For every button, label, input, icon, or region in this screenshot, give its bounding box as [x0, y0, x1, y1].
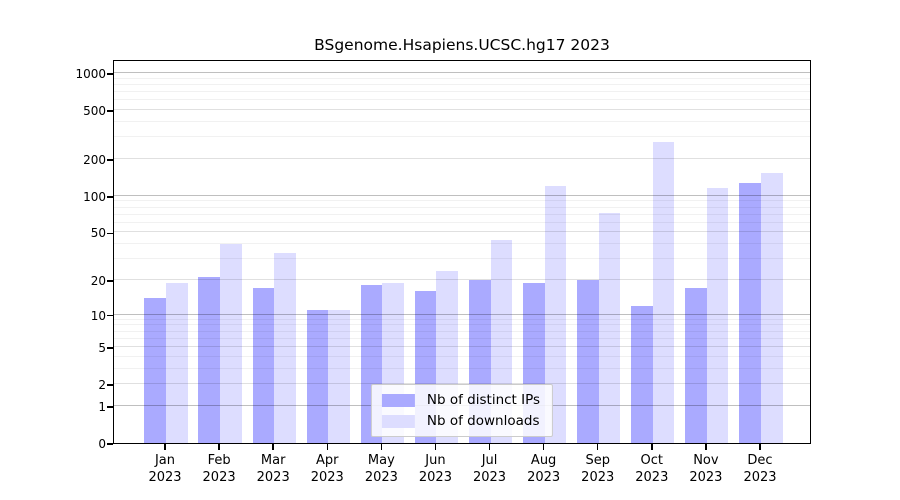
gridline-10 [114, 313, 810, 315]
x-tick-oct [651, 444, 653, 450]
y-tick-10 [107, 314, 113, 317]
gridline-8 [114, 324, 810, 326]
legend-swatch-downloads [381, 414, 415, 428]
gridline-70 [114, 213, 810, 215]
x-tick-may [380, 444, 383, 450]
gridline-40 [114, 243, 810, 245]
x-tick-label-jan: Jan 2023 [148, 453, 182, 485]
legend-label-distinct-ips: Nb of distinct IPs [426, 392, 541, 408]
y-tick-5 [107, 347, 113, 349]
bar-distinct-ips-mar [252, 288, 275, 443]
gridline-900 [114, 77, 810, 79]
bar-distinct-ips-nov [685, 288, 707, 443]
bar-downloads-apr [328, 309, 350, 443]
x-tick-jan [164, 444, 166, 450]
gridline-300 [114, 136, 810, 138]
x-tick-label-feb: Feb 2023 [202, 453, 236, 485]
chart-title: BSgenome.Hsapiens.UCSC.hg17 2023 [314, 36, 610, 54]
x-tick-apr [326, 444, 328, 450]
legend-entry-distinct-ips: Nb of distinct IPs [381, 392, 541, 408]
legend-entry-downloads: Nb of downloads [381, 413, 540, 429]
bar-distinct-ips-oct [631, 305, 653, 443]
x-tick-nov [705, 444, 707, 450]
gridline-80 [114, 206, 810, 208]
x-tick-sep [597, 444, 599, 450]
gridline-500 [114, 109, 810, 111]
gridline-4 [114, 355, 810, 357]
bar-distinct-ips-feb [198, 277, 221, 443]
gridline-200 [114, 158, 810, 160]
x-tick-label-apr: Apr 2023 [310, 453, 344, 485]
gridline-800 [114, 83, 810, 85]
gridline-50 [114, 231, 810, 233]
x-tick-label-dec: Dec 2023 [743, 453, 777, 485]
bar-distinct-ips-jan [144, 297, 166, 443]
legend-label-downloads: Nb of downloads [426, 413, 540, 429]
gridline-6 [114, 337, 810, 339]
y-tick-100 [107, 196, 113, 198]
gridline-400 [114, 121, 810, 123]
bar-downloads-jan [166, 282, 188, 443]
bar-downloads-dec [760, 172, 783, 443]
x-tick-label-jun: Jun 2023 [418, 453, 452, 485]
x-tick-label-mar: Mar 2023 [256, 453, 290, 485]
y-tick-500 [107, 110, 113, 112]
gridline-7 [114, 330, 810, 332]
y-tick-200 [107, 159, 113, 161]
bar-downloads-oct [652, 142, 675, 443]
gridline-60 [114, 221, 810, 223]
x-tick-feb [218, 444, 220, 450]
x-tick-label-jul: Jul 2023 [472, 453, 507, 485]
x-tick-jul [488, 444, 491, 450]
x-tick-dec [759, 444, 761, 450]
gridline-1000 [114, 72, 810, 74]
x-tick-label-aug: Aug 2023 [527, 453, 561, 485]
x-tick-label-sep: Sep 2023 [581, 453, 615, 485]
bar-distinct-ips-sep [577, 279, 599, 443]
x-tick-label-may: May 2023 [364, 453, 398, 485]
x-tick-mar [272, 444, 274, 450]
gridline-3 [114, 367, 810, 369]
bar-downloads-nov [706, 188, 729, 443]
bar-distinct-ips-dec [739, 183, 761, 443]
x-tick-aug [542, 444, 545, 450]
gridline-30 [114, 258, 810, 260]
y-tick-0 [107, 443, 113, 445]
x-tick-jun [434, 444, 437, 450]
plot-area: Nb of distinct IPs Nb of downloads [113, 60, 811, 444]
gridline-100 [114, 194, 810, 196]
bar-downloads-sep [598, 213, 621, 443]
bar-downloads-feb [220, 244, 242, 443]
x-tick-label-nov: Nov 2023 [689, 453, 723, 485]
y-tick-1000 [107, 73, 113, 75]
x-tick-label-oct: Oct 2023 [635, 453, 669, 485]
gridline-600 [114, 99, 810, 101]
y-tick-50 [107, 232, 113, 235]
gridline-20 [114, 278, 810, 280]
legend-swatch-distinct-ips [381, 393, 415, 407]
y-tick-20 [107, 280, 113, 282]
gridline-2 [114, 383, 810, 385]
gridline-90 [114, 200, 810, 202]
gridline-5 [114, 346, 810, 348]
bar-distinct-ips-apr [306, 309, 329, 443]
bar-downloads-aug [544, 186, 567, 443]
bar-downloads-mar [274, 252, 296, 443]
gridline-700 [114, 91, 810, 93]
gridline-9 [114, 318, 810, 320]
y-tick-2 [107, 384, 113, 386]
legend: Nb of distinct IPs Nb of downloads [370, 384, 554, 437]
y-tick-1 [107, 406, 113, 408]
